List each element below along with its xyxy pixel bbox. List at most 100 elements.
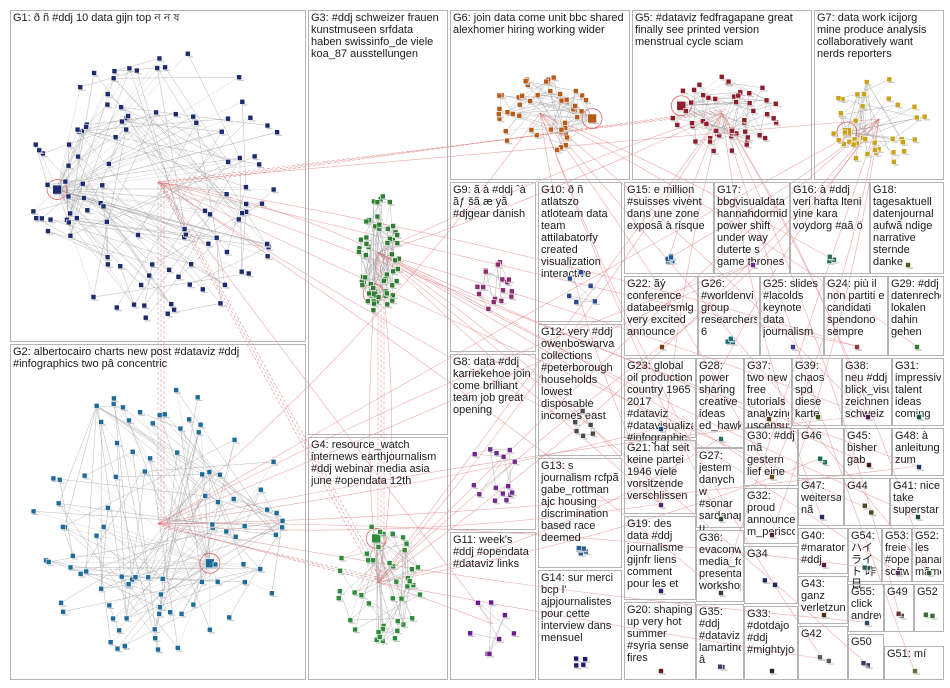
node-avatar[interactable] xyxy=(337,588,343,594)
node-avatar[interactable] xyxy=(55,500,62,507)
node-avatar[interactable] xyxy=(107,639,114,645)
node-avatar[interactable] xyxy=(240,561,247,568)
node-avatar[interactable] xyxy=(363,241,370,247)
node-avatar[interactable] xyxy=(141,302,148,309)
node-avatar[interactable] xyxy=(502,612,508,618)
node-avatar[interactable] xyxy=(861,91,867,97)
node-avatar[interactable] xyxy=(394,618,401,624)
node-avatar[interactable] xyxy=(587,113,597,124)
node-avatar[interactable] xyxy=(474,284,481,290)
node-avatar[interactable] xyxy=(370,557,376,564)
node-avatar[interactable] xyxy=(745,134,751,141)
node-avatar[interactable] xyxy=(77,84,84,90)
node-avatar[interactable] xyxy=(894,101,901,108)
node-avatar[interactable] xyxy=(659,344,665,350)
node-avatar[interactable] xyxy=(916,414,922,420)
node-avatar[interactable] xyxy=(689,120,695,126)
node-avatar[interactable] xyxy=(505,483,511,489)
node-avatar[interactable] xyxy=(374,213,381,220)
node-avatar[interactable] xyxy=(67,564,74,571)
node-avatar[interactable] xyxy=(257,486,264,493)
node-avatar[interactable] xyxy=(91,70,97,76)
node-avatar[interactable] xyxy=(573,299,580,305)
node-avatar[interactable] xyxy=(582,656,588,662)
node-avatar[interactable] xyxy=(30,508,37,515)
node-avatar[interactable] xyxy=(511,630,517,637)
node-avatar[interactable] xyxy=(707,138,713,145)
node-avatar[interactable] xyxy=(385,226,391,232)
node-avatar[interactable] xyxy=(580,661,587,668)
node-avatar[interactable] xyxy=(688,99,694,106)
node-avatar[interactable] xyxy=(658,426,664,432)
node-avatar[interactable] xyxy=(142,468,148,475)
node-avatar[interactable] xyxy=(500,287,506,294)
node-avatar[interactable] xyxy=(746,90,753,97)
node-avatar[interactable] xyxy=(921,113,928,120)
node-avatar[interactable] xyxy=(273,510,280,516)
node-avatar[interactable] xyxy=(763,97,770,104)
node-avatar[interactable] xyxy=(36,147,43,153)
node-avatar[interactable] xyxy=(111,395,117,402)
node-avatar[interactable] xyxy=(509,111,516,117)
node-avatar[interactable] xyxy=(222,282,228,288)
node-avatar[interactable] xyxy=(756,132,763,138)
node-avatar[interactable] xyxy=(850,141,857,148)
node-avatar[interactable] xyxy=(390,268,397,275)
node-avatar[interactable] xyxy=(104,91,111,97)
node-avatar[interactable] xyxy=(401,547,408,553)
node-avatar[interactable] xyxy=(393,278,400,284)
node-avatar[interactable] xyxy=(508,293,515,300)
node-avatar[interactable] xyxy=(32,141,39,148)
node-avatar[interactable] xyxy=(178,611,185,617)
node-avatar[interactable] xyxy=(138,282,144,288)
node-avatar[interactable] xyxy=(683,108,689,114)
node-avatar[interactable] xyxy=(224,249,230,255)
node-avatar[interactable] xyxy=(84,207,91,214)
node-avatar[interactable] xyxy=(853,155,859,162)
node-avatar[interactable] xyxy=(700,92,706,98)
node-avatar[interactable] xyxy=(488,599,494,606)
node-avatar[interactable] xyxy=(156,611,162,617)
node-avatar[interactable] xyxy=(113,474,119,480)
node-avatar[interactable] xyxy=(911,103,918,110)
node-avatar[interactable] xyxy=(835,137,842,143)
node-avatar[interactable] xyxy=(106,161,112,167)
node-avatar[interactable] xyxy=(710,148,717,154)
node-avatar[interactable] xyxy=(351,589,358,596)
node-avatar[interactable] xyxy=(50,475,57,482)
node-avatar[interactable] xyxy=(790,344,796,350)
node-avatar[interactable] xyxy=(705,95,712,101)
node-avatar[interactable] xyxy=(120,404,126,411)
node-avatar[interactable] xyxy=(735,92,742,99)
node-avatar[interactable] xyxy=(60,524,66,530)
node-avatar[interactable] xyxy=(225,159,231,165)
node-avatar[interactable] xyxy=(746,100,753,106)
node-avatar[interactable] xyxy=(580,545,587,552)
node-avatar[interactable] xyxy=(562,142,569,148)
node-avatar[interactable] xyxy=(658,668,664,674)
node-avatar[interactable] xyxy=(172,111,179,117)
node-avatar[interactable] xyxy=(177,425,184,432)
node-avatar[interactable] xyxy=(886,95,892,102)
node-avatar[interactable] xyxy=(417,591,423,598)
node-avatar[interactable] xyxy=(93,403,100,409)
node-avatar[interactable] xyxy=(827,254,833,260)
node-avatar[interactable] xyxy=(70,553,76,559)
node-avatar[interactable] xyxy=(717,663,723,670)
node-avatar[interactable] xyxy=(243,184,249,190)
node-avatar[interactable] xyxy=(580,433,586,439)
node-avatar[interactable] xyxy=(409,615,415,622)
node-avatar[interactable] xyxy=(865,414,871,420)
node-avatar[interactable] xyxy=(358,236,364,243)
node-avatar[interactable] xyxy=(226,614,233,621)
node-avatar[interactable] xyxy=(56,476,63,483)
node-avatar[interactable] xyxy=(852,117,859,124)
node-avatar[interactable] xyxy=(129,448,136,455)
node-avatar[interactable] xyxy=(519,92,525,99)
node-avatar[interactable] xyxy=(476,291,482,297)
node-avatar[interactable] xyxy=(516,101,523,108)
node-avatar[interactable] xyxy=(384,271,390,278)
node-avatar[interactable] xyxy=(821,612,827,618)
node-avatar[interactable] xyxy=(862,136,869,142)
node-avatar[interactable] xyxy=(62,178,69,185)
